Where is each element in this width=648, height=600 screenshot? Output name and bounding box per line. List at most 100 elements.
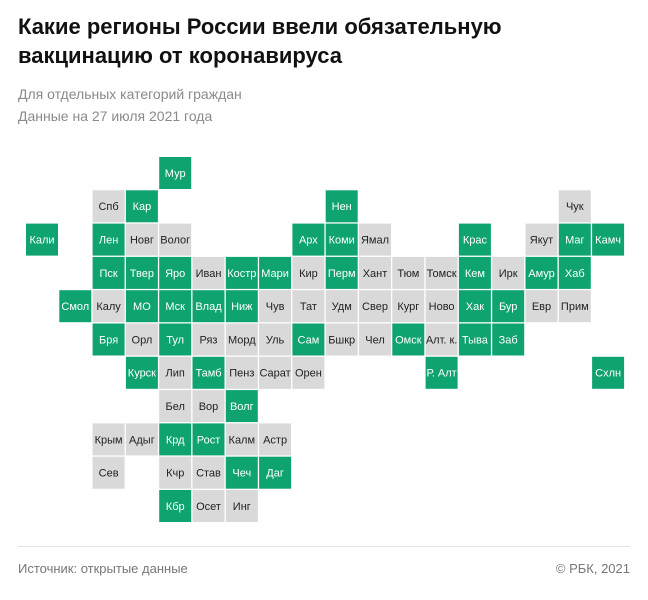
region-tile: [159, 456, 192, 489]
region-tile: [192, 290, 225, 323]
region-label: Вор: [199, 401, 219, 413]
region-tile: [225, 490, 258, 522]
region-label: Кали: [29, 235, 54, 247]
region-label: Чук: [566, 201, 584, 213]
region-tile: [92, 456, 125, 489]
region-label: Лип: [166, 368, 185, 380]
region-label: Маг: [565, 235, 584, 247]
region-tile: [92, 256, 125, 289]
region-tile: [525, 256, 558, 289]
region-label: Тыва: [462, 334, 489, 346]
region-label: Волог: [160, 235, 190, 247]
region-label: Алт. к.: [426, 334, 458, 346]
region-label: Евр: [532, 301, 551, 313]
region-label: Иван: [196, 268, 222, 280]
region-label: Свер: [362, 301, 388, 313]
region-label: Ирк: [499, 268, 518, 280]
region-label: Арх: [299, 235, 318, 247]
region-label: Морд: [228, 334, 256, 346]
region-tile: [125, 190, 158, 223]
region-tile: [359, 290, 391, 323]
region-label: Бел: [166, 401, 185, 413]
region-tile: [492, 256, 525, 289]
region-tile: [325, 190, 358, 223]
region-tile: [259, 456, 292, 489]
region-label: Пенз: [229, 368, 254, 380]
region-label: Даг: [266, 468, 284, 480]
region-label: Калм: [229, 434, 256, 446]
region-label: Кем: [465, 268, 485, 280]
region-label: Бшкр: [328, 334, 355, 346]
region-tile: [225, 323, 258, 356]
region-label: Волг: [230, 401, 254, 413]
region-label: Хак: [466, 301, 484, 313]
region-tile: [325, 323, 358, 356]
region-tile: [159, 256, 192, 289]
region-label: Тат: [300, 301, 317, 313]
region-label: Мур: [165, 168, 186, 180]
region-label: Омск: [395, 334, 422, 346]
region-tile: [325, 290, 358, 323]
region-tile: [292, 290, 325, 323]
divider: [18, 546, 630, 547]
region-label: Томск: [427, 268, 457, 280]
region-tile: [159, 290, 192, 323]
region-label: Удм: [332, 301, 352, 313]
region-tile: [192, 423, 225, 456]
region-label: Тул: [166, 334, 184, 346]
region-label: Лен: [99, 235, 118, 247]
region-label: Спб: [98, 201, 118, 213]
region-tile: [125, 223, 158, 256]
region-tile: [192, 323, 225, 356]
region-label: Пск: [99, 268, 117, 280]
region-tile: [359, 323, 391, 356]
region-tile: [125, 290, 158, 323]
region-label: Схлн: [595, 368, 621, 380]
region-label: Чув: [266, 301, 285, 313]
region-tile: [159, 157, 192, 189]
region-tile: [392, 256, 425, 289]
region-tile: [159, 423, 192, 456]
region-label: Крас: [463, 235, 488, 247]
region-label: Чел: [365, 334, 385, 346]
region-tile: [425, 323, 458, 356]
region-label: Хант: [363, 268, 388, 280]
region-tile: [292, 223, 325, 256]
region-label: Крд: [166, 434, 185, 446]
source: Источник: открытые данные: [18, 561, 188, 576]
region-tile: [592, 223, 625, 256]
region-label: Уль: [266, 334, 285, 346]
region-label: Яро: [165, 268, 185, 280]
region-tile: [325, 256, 358, 289]
region-label: Р. Алт: [427, 368, 457, 380]
region-tile: [359, 256, 391, 289]
region-tile: [159, 323, 192, 356]
region-tile: [592, 356, 625, 389]
region-tile: [92, 223, 125, 256]
region-tile: [392, 290, 425, 323]
region-label: Смол: [61, 301, 89, 313]
date-note: Данные на 27 июля 2021 года: [18, 108, 213, 124]
region-tile: [292, 356, 325, 389]
region-label: Бря: [99, 334, 118, 346]
region-tile: [558, 223, 591, 256]
region-label: Кар: [133, 201, 152, 213]
region-label: Крым: [95, 434, 123, 446]
region-tile: [359, 223, 391, 256]
region-tile: [458, 290, 491, 323]
region-label: Коми: [329, 235, 355, 247]
region-tile: [525, 223, 558, 256]
region-tile: [225, 390, 258, 423]
region-tile: [259, 290, 292, 323]
region-tile: [159, 390, 192, 423]
region-label: Амур: [528, 268, 555, 280]
region-label: Сам: [298, 334, 320, 346]
region-tile: [26, 223, 58, 256]
region-label: МО: [133, 301, 151, 313]
region-tile: [159, 490, 192, 522]
region-label: Влад: [195, 301, 222, 313]
region-tile: [192, 490, 225, 522]
region-tile: [425, 356, 458, 389]
region-label: Кчр: [166, 468, 184, 480]
